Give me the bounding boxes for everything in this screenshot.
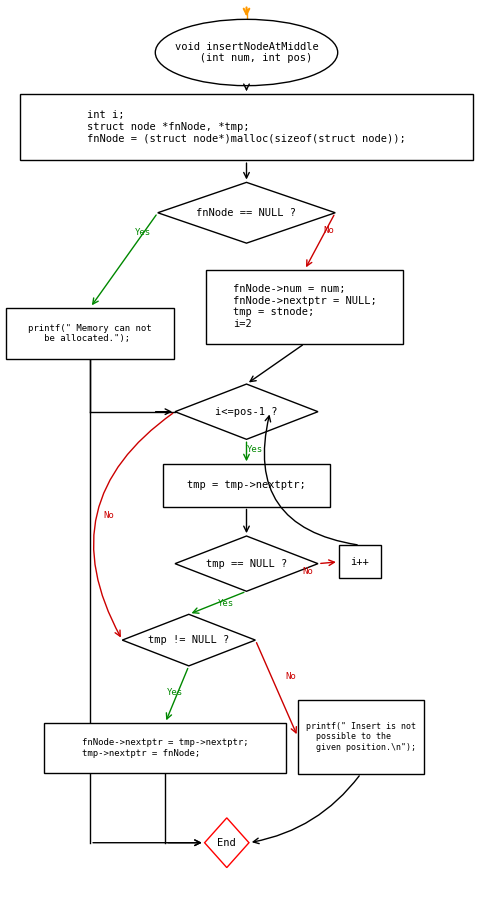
Text: Yes: Yes [218, 599, 234, 608]
Text: No: No [323, 226, 334, 235]
Text: i<=pos-1 ?: i<=pos-1 ? [215, 407, 278, 416]
Text: printf(" Insert is not
  possible to the
  given position.\n");: printf(" Insert is not possible to the g… [306, 722, 416, 752]
Polygon shape [205, 818, 249, 868]
Text: fnNode->nextptr = tmp->nextptr;
tmp->nextptr = fnNode;: fnNode->nextptr = tmp->nextptr; tmp->nex… [82, 738, 248, 758]
Polygon shape [158, 182, 335, 243]
Text: Yes: Yes [167, 688, 183, 697]
Bar [20, 94, 473, 160]
Text: Yes: Yes [247, 445, 263, 454]
Text: i++: i++ [351, 557, 369, 566]
Text: tmp != NULL ?: tmp != NULL ? [148, 635, 229, 645]
Text: fnNode == NULL ?: fnNode == NULL ? [197, 208, 296, 217]
Text: void insertNodeAtMiddle
   (int num, int pos): void insertNodeAtMiddle (int num, int po… [175, 41, 318, 64]
Polygon shape [122, 614, 255, 666]
Bar [44, 723, 286, 773]
Bar [206, 270, 403, 344]
Text: tmp = tmp->nextptr;: tmp = tmp->nextptr; [187, 481, 306, 490]
Text: tmp == NULL ?: tmp == NULL ? [206, 559, 287, 568]
Bar [298, 700, 424, 774]
Text: No: No [103, 511, 114, 520]
Ellipse shape [155, 19, 338, 86]
Text: End: End [217, 838, 236, 847]
Bar [163, 464, 330, 507]
Text: int i;
struct node *fnNode, *tmp;
fnNode = (struct node*)malloc(sizeof(struct no: int i; struct node *fnNode, *tmp; fnNode… [87, 111, 406, 144]
Polygon shape [175, 384, 318, 439]
Bar [339, 545, 381, 578]
Text: No: No [285, 672, 296, 682]
Bar [6, 308, 174, 359]
Polygon shape [175, 536, 318, 591]
Text: No: No [303, 566, 314, 576]
Text: printf(" Memory can not
   be allocated.");: printf(" Memory can not be allocated."); [29, 323, 152, 344]
Text: Yes: Yes [135, 227, 151, 237]
Text: fnNode->num = num;
fnNode->nextptr = NULL;
tmp = stnode;
i=2: fnNode->num = num; fnNode->nextptr = NUL… [233, 285, 377, 329]
